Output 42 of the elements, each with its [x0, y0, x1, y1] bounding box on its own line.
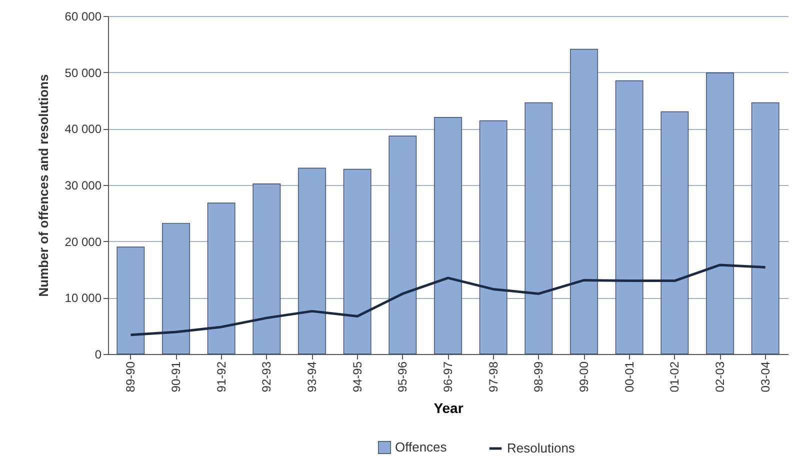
x-tick-label: 95-96 [396, 361, 410, 392]
y-tick-label: 10 000 [64, 291, 102, 306]
y-tick-label: 40 000 [64, 122, 102, 136]
x-tick-label: 98-99 [532, 361, 546, 392]
bar [615, 80, 644, 354]
bar [660, 111, 689, 354]
bar [388, 136, 417, 354]
x-tick-label: 00-01 [622, 361, 636, 392]
x-tick-label: 03-04 [758, 361, 772, 392]
y-tick-label: 30 000 [64, 178, 102, 192]
legend-label: Resolutions [507, 440, 576, 456]
bar [298, 168, 326, 354]
bar [751, 102, 780, 354]
bar [434, 117, 462, 354]
x-tick-label: 91-92 [214, 361, 228, 392]
y-axis-title: Number of offences and resolutions [36, 74, 51, 297]
y-tick-label: 60 000 [64, 10, 102, 24]
x-tick-label: 99-00 [577, 361, 591, 392]
y-tick-label: 0 [94, 348, 102, 362]
bar [570, 48, 598, 354]
x-tick-label: 02-03 [713, 361, 727, 392]
x-tick-label: 96-97 [441, 361, 455, 392]
x-tick-label: 94-95 [350, 361, 364, 392]
x-tick-label: 93-94 [305, 361, 319, 392]
y-tick-label: 50 000 [64, 66, 102, 80]
bar [706, 72, 734, 354]
y-tick-label: 20 000 [64, 234, 102, 249]
line-series [129, 264, 767, 336]
x-tick-label: 89-90 [124, 361, 138, 392]
bar [162, 222, 190, 354]
bar [252, 184, 281, 354]
x-tick-label: 92-93 [260, 361, 274, 392]
legend-label: Offences [395, 440, 448, 454]
x-tick-label: 97-98 [486, 361, 500, 392]
bar [479, 120, 508, 354]
x-tick-label: 01-02 [668, 361, 682, 392]
x-tick-label: 90-91 [169, 361, 183, 392]
bar [207, 202, 236, 354]
bar [343, 168, 372, 354]
x-axis-title: Year [434, 400, 464, 416]
bar [524, 102, 553, 354]
bar [116, 246, 145, 354]
